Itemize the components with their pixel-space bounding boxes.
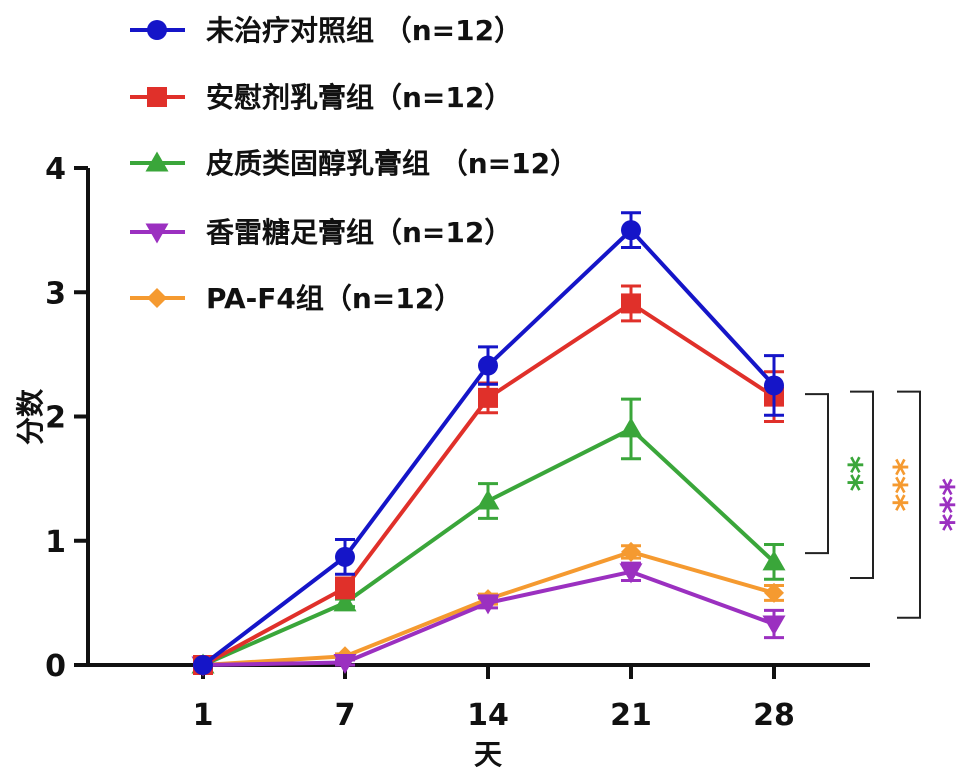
y-axis-title: 分数 bbox=[14, 388, 47, 445]
data-point bbox=[335, 546, 355, 567]
legend-label: PA-F4组（n=12） bbox=[206, 282, 462, 315]
x-tick-label: 7 bbox=[335, 698, 356, 733]
x-axis-title: 天 bbox=[474, 738, 502, 771]
legend: 未治疗对照组 （n=12） 安慰剂乳膏组（n=12） 皮质类固醇乳膏组 （n=12）… bbox=[130, 14, 578, 315]
data-point bbox=[335, 577, 355, 598]
legend-marker bbox=[145, 223, 169, 244]
legend-item-1: 未治疗对照组 （n=12） bbox=[130, 14, 522, 47]
data-point bbox=[762, 550, 786, 571]
data-point bbox=[333, 654, 357, 675]
legend-item-5: PA-F4组（n=12） bbox=[130, 282, 462, 315]
legend-item-2: 安慰剂乳膏组（n=12） bbox=[130, 81, 512, 114]
significance-label: ** bbox=[829, 456, 869, 492]
series-layer bbox=[191, 211, 786, 677]
bracket-line bbox=[897, 390, 921, 619]
y-tick-label: 4 bbox=[45, 152, 66, 187]
legend-marker bbox=[147, 288, 167, 308]
data-point bbox=[333, 591, 357, 612]
legend-label: 未治疗对照组 （n=12） bbox=[206, 14, 522, 47]
data-point bbox=[764, 375, 784, 396]
legend-label: 香雷糖足膏组（n=12） bbox=[206, 216, 512, 249]
legend-label: 皮质类固醇乳膏组 （n=12） bbox=[206, 147, 578, 180]
data-point bbox=[621, 293, 641, 314]
significance-bracket: *** bbox=[897, 390, 960, 619]
series-3 bbox=[191, 397, 786, 674]
legend-item-3: 皮质类固醇乳膏组 （n=12） bbox=[130, 147, 578, 180]
series-4 bbox=[191, 561, 786, 677]
legend-label: 安慰剂乳膏组（n=12） bbox=[206, 81, 512, 114]
data-point bbox=[193, 655, 213, 675]
data-point bbox=[621, 541, 641, 562]
significance-label: *** bbox=[921, 478, 960, 532]
data-point bbox=[764, 582, 784, 603]
series-line bbox=[202, 426, 776, 667]
series-1 bbox=[193, 211, 784, 675]
y-tick-label: 2 bbox=[45, 401, 66, 436]
data-point bbox=[478, 387, 498, 408]
significance-label: *** bbox=[874, 458, 914, 512]
y-tick-label: 3 bbox=[45, 276, 66, 311]
data-point bbox=[762, 615, 786, 636]
significance-bracket: *** bbox=[850, 390, 914, 580]
data-point bbox=[619, 563, 643, 584]
x-tick-label: 1 bbox=[193, 698, 214, 733]
data-point bbox=[619, 417, 643, 438]
legend-marker bbox=[145, 151, 169, 172]
significance-bracket: ** bbox=[805, 393, 869, 555]
legend-marker bbox=[147, 20, 167, 40]
bracket-line bbox=[850, 390, 874, 580]
bracket-line bbox=[805, 393, 829, 555]
data-point bbox=[476, 489, 500, 510]
x-tick-label: 28 bbox=[753, 698, 795, 733]
y-tick-label: 0 bbox=[45, 649, 66, 684]
data-point bbox=[478, 355, 498, 376]
significance-brackets: ** *** *** bbox=[805, 390, 960, 619]
x-tick-label: 21 bbox=[610, 698, 652, 733]
data-point bbox=[621, 220, 641, 241]
legend-marker bbox=[147, 87, 167, 107]
series-2 bbox=[193, 284, 784, 675]
y-tick-label: 1 bbox=[45, 525, 66, 560]
data-point bbox=[476, 594, 500, 615]
legend-item-4: 香雷糖足膏组（n=12） bbox=[130, 216, 512, 249]
x-tick-label: 14 bbox=[467, 698, 509, 733]
